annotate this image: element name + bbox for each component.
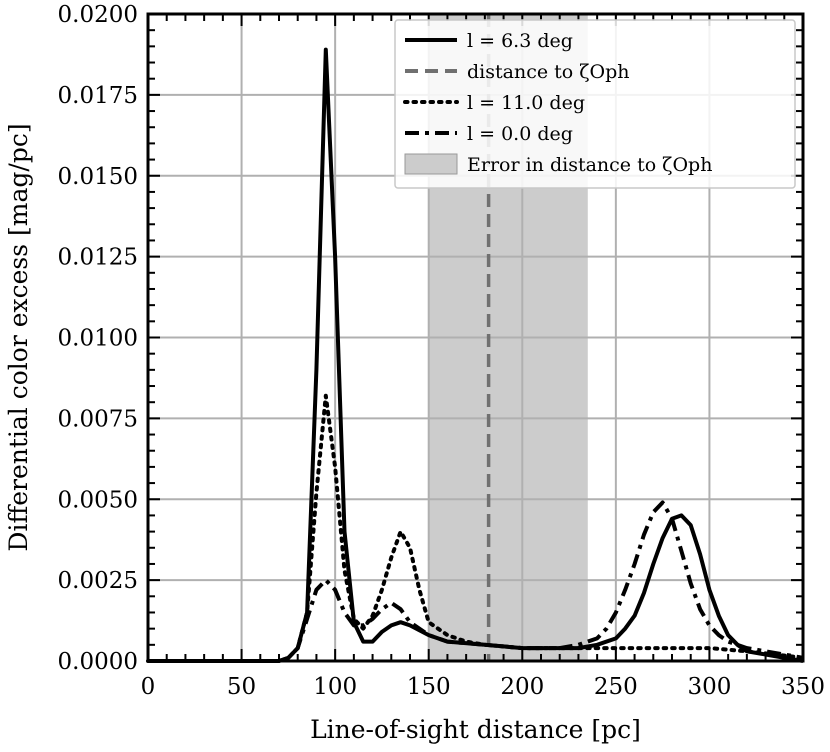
x-tick-label: 100 (313, 674, 357, 700)
legend: l = 6.3 deg distance to ζOph l = 11.0 deg l… (394, 19, 796, 189)
y-axis-label: Differential color excess [mag/pc] (4, 123, 33, 551)
y-tick-label: 0.0025 (58, 568, 138, 594)
y-tick-label: 0.0100 (58, 326, 138, 352)
x-tick-label: 300 (687, 674, 731, 700)
x-tick-label: 250 (594, 674, 638, 700)
y-tick-label: 0.0175 (58, 83, 138, 109)
x-tick-label: 200 (500, 674, 544, 700)
x-tick-label: 150 (407, 674, 451, 700)
x-tick-label: 50 (227, 674, 256, 700)
legend-box (394, 19, 796, 189)
series-layer (146, 47, 805, 663)
x-axis-label: Line-of-sight distance [pc] (310, 715, 641, 744)
y-tick-label: 0.0075 (58, 406, 138, 432)
y-tick-label: 0.0000 (58, 649, 138, 675)
y-tick-label: 0.0050 (58, 487, 138, 513)
series-line (146, 393, 805, 663)
axes-frame (146, 12, 805, 663)
y-tick-label: 0.0150 (58, 164, 138, 190)
legend-label: l = 0.0 deg (467, 123, 573, 145)
x-tick-label: 0 (141, 674, 156, 700)
tick-labels: 0 50 100 150 200 250 300 350 0.0000 0.0025 0.0050 0… (58, 2, 825, 700)
y-tick-label: 0.0125 (58, 245, 138, 271)
y-tick-label: 0.0200 (58, 2, 138, 28)
legend-swatch (404, 153, 458, 175)
x-tick-label: 350 (781, 674, 825, 700)
legend-label: l = 6.3 deg (467, 30, 573, 52)
legend-label: distance to ζOph (467, 61, 630, 83)
legend-label: Error in distance to ζOph (467, 154, 712, 176)
legend-label: l = 11.0 deg (467, 92, 585, 114)
series-line (148, 500, 804, 663)
